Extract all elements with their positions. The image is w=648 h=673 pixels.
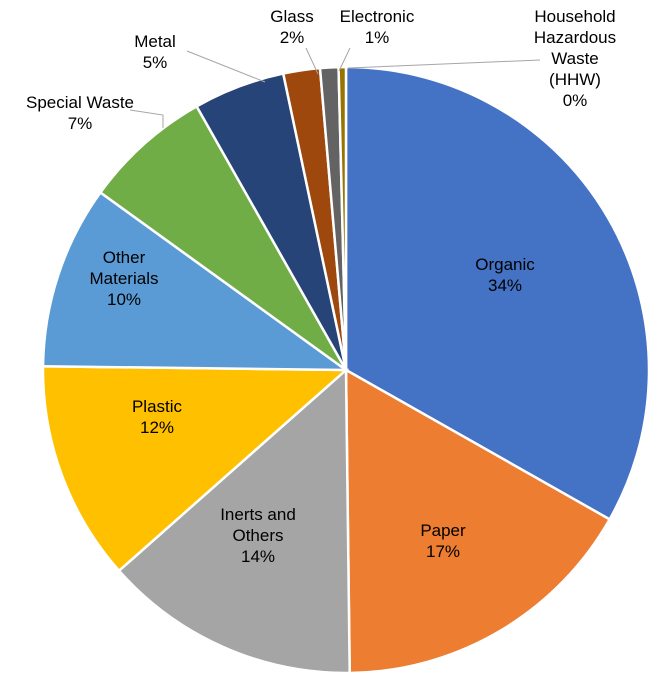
slice-name: Inerts and	[220, 505, 296, 524]
slice-name: Glass	[270, 7, 313, 26]
leader-line-special-waste	[129, 109, 164, 128]
slice-label-paper: Paper 17%	[420, 521, 466, 561]
slice-label-other-materials: Other Materials 10%	[90, 248, 159, 309]
slice-name: Paper	[420, 521, 466, 540]
leader-line-glass	[305, 47, 319, 75]
slice-name: Metal	[134, 32, 176, 51]
slice-organic	[344, 65, 648, 522]
slice-percent: 34%	[488, 276, 522, 295]
pie-slices	[41, 65, 648, 673]
slice-name: Hazardous	[534, 28, 616, 47]
slice-household-hazardous-waste-hhw	[337, 65, 348, 371]
slice-name: Other	[103, 248, 146, 267]
slice-name: Household	[534, 7, 615, 26]
slice-label-household-hazardous-waste-hhw: Household Hazardous Waste (HHW) 0%	[534, 7, 616, 110]
slice-name: Organic	[475, 255, 535, 274]
slice-name: Special Waste	[26, 93, 134, 112]
slice-label-organic: Organic 34%	[475, 255, 535, 295]
slice-percent: 1%	[365, 28, 390, 47]
slice-percent: 2%	[280, 28, 305, 47]
slice-percent: 17%	[426, 542, 460, 561]
slice-label-plastic: Plastic 12%	[132, 397, 183, 437]
slice-inerts-and-others	[117, 367, 351, 673]
leader-line-metal	[186, 50, 266, 83]
slice-percent: 5%	[143, 53, 168, 72]
slice-name: Electronic	[340, 7, 415, 26]
slice-special-waste	[98, 104, 348, 372]
leader-lines	[129, 47, 541, 128]
slice-label-electronic: Electronic 1%	[340, 7, 415, 47]
slice-percent: 12%	[140, 418, 174, 437]
slice-label-special-waste: Special Waste 7%	[26, 93, 134, 133]
slice-percent: 14%	[241, 547, 275, 566]
leader-line-electronic	[338, 47, 351, 72]
slice-labels: Organic 34% Paper 17% Inerts and Others 14% Pla…	[26, 7, 616, 566]
slice-percent: 0%	[563, 91, 588, 110]
slice-label-glass: Glass 2%	[270, 7, 313, 47]
slice-name: (HHW)	[549, 70, 601, 89]
slice-percent: 10%	[107, 290, 141, 309]
slice-name: Waste	[551, 49, 599, 68]
slice-percent: 7%	[68, 114, 93, 133]
slice-label-metal: Metal 5%	[134, 32, 176, 72]
slice-name: Others	[232, 526, 283, 545]
slice-label-inerts-and-others: Inerts and Others 14%	[220, 505, 296, 566]
slice-paper	[344, 367, 612, 673]
slice-name: Materials	[90, 269, 159, 288]
slice-other-materials	[41, 190, 350, 372]
slice-plastic	[41, 365, 350, 573]
leader-line-household-hazardous-waste-hhw	[347, 59, 541, 69]
slice-name: Plastic	[132, 397, 183, 416]
